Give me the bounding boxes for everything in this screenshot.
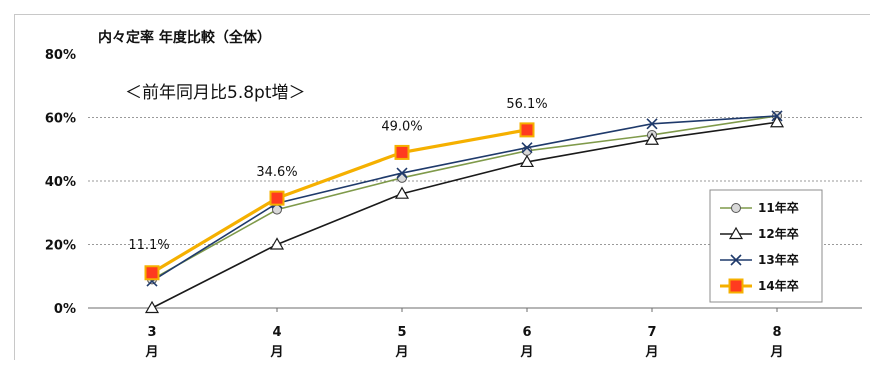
data-point-stroke-b: [771, 110, 783, 122]
data-label: 34.6%: [256, 165, 297, 180]
x-tick-label: 4: [272, 325, 281, 340]
data-point: [519, 122, 535, 138]
data-point: [521, 142, 533, 154]
data-point: [644, 132, 660, 145]
series-group: [144, 110, 785, 314]
x-tick-unit: 月: [144, 345, 158, 360]
series-line: [151, 115, 778, 281]
legend-marker: [728, 278, 744, 294]
data-point: [394, 144, 410, 160]
x-tick-unit: 月: [269, 345, 283, 360]
x-tick-label: 5: [397, 325, 406, 340]
data-point: [519, 154, 535, 168]
legend-item: 14年卒: [720, 278, 799, 294]
legend-item: 13年卒: [720, 252, 799, 267]
series-line: [151, 115, 778, 282]
y-tick-label: 40%: [45, 175, 76, 190]
series-2: [146, 110, 783, 287]
x-tick-unit: 月: [519, 345, 533, 360]
legend-label: 14年卒: [758, 278, 799, 293]
data-point: [144, 265, 160, 281]
series-line: [151, 121, 778, 309]
y-tick-label: 0%: [54, 302, 76, 317]
legend-marker: [728, 226, 744, 240]
series-1: [144, 115, 785, 314]
data-label: 49.0%: [381, 119, 422, 134]
x-tick-label: 3: [147, 325, 156, 340]
x-tick-unit: 月: [394, 345, 408, 360]
x-tick-label: 7: [647, 325, 656, 340]
data-point: [396, 167, 408, 179]
chart-title: 内々定率 年度比較（全体）: [98, 29, 271, 46]
legend-item: 12年卒: [720, 226, 799, 241]
data-point: [144, 300, 160, 314]
legend-label: 11年卒: [758, 200, 799, 215]
legend-item: 11年卒: [720, 200, 799, 215]
legend: 11年卒 12年卒 13年卒 14年卒: [709, 189, 823, 303]
legend-label: 13年卒: [758, 252, 799, 267]
data-point-stroke-b: [396, 167, 408, 179]
chart-annotation: ＜前年同月比5.8pt増＞: [125, 83, 306, 103]
data-point: [269, 190, 285, 206]
data-labels: 11.1% 34.6% 49.0% 56.1%: [128, 97, 547, 253]
data-point-stroke-b: [646, 118, 658, 130]
y-axis-ticks: 0% 20% 40% 60% 80%: [45, 48, 76, 317]
x-tick-unit: 月: [644, 345, 658, 360]
data-point: [397, 172, 407, 183]
data-label: 11.1%: [128, 238, 169, 253]
data-point-stroke-b: [521, 142, 533, 154]
data-label: 56.1%: [506, 97, 547, 112]
data-point: [771, 110, 783, 122]
series-3: [144, 122, 535, 281]
x-axis-ticks: 3 月 4 月 5 月 6 月 7 月 8 月: [144, 308, 784, 360]
y-tick-label: 60%: [45, 112, 76, 127]
x-tick-unit: 月: [769, 345, 783, 360]
data-point: [394, 186, 410, 199]
legend-marker: [731, 203, 741, 213]
data-point: [646, 118, 658, 130]
series-0: [147, 110, 782, 285]
x-tick-label: 6: [522, 325, 531, 340]
legend-marker-stroke-b: [730, 254, 742, 266]
data-point: [269, 237, 285, 250]
y-tick-label: 80%: [45, 48, 76, 63]
series-line: [151, 128, 528, 275]
chart-frame: [14, 14, 870, 360]
x-tick-label: 8: [772, 325, 781, 340]
legend-marker: [730, 254, 742, 266]
y-tick-label: 20%: [45, 239, 76, 254]
data-point: [769, 115, 785, 128]
legend-label: 12年卒: [758, 226, 799, 241]
